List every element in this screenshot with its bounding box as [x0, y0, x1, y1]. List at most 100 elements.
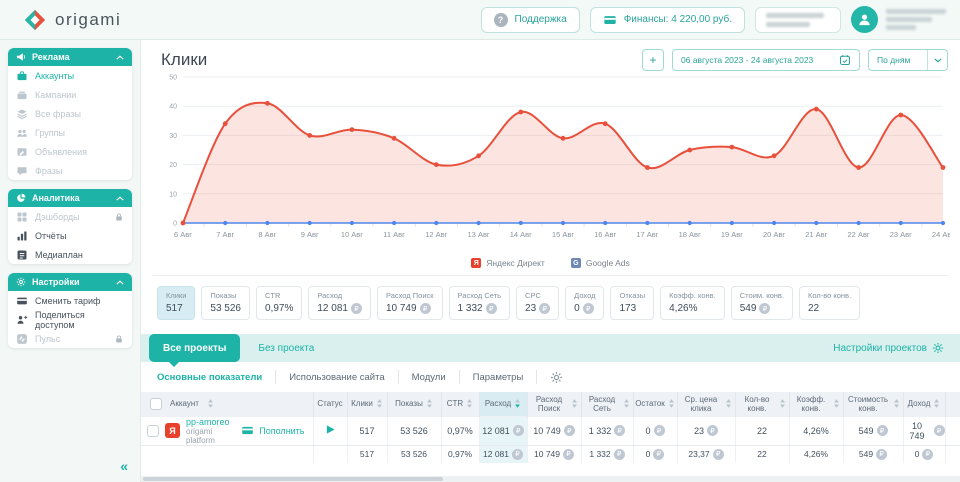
column-header-conv-rate[interactable]: Коэфф. конв.	[789, 392, 844, 416]
column-header-ctr[interactable]: CTR	[441, 392, 480, 416]
column-header-inner: Расход Сеть	[585, 395, 630, 413]
sort-icon[interactable]	[779, 398, 786, 409]
finances-button[interactable]: Финансы: 4 220,00 руб.	[589, 6, 745, 33]
column-header-inner: Аккаунт	[144, 397, 310, 410]
kpi-value-text: 4,26%	[669, 303, 698, 314]
svg-text:21 Авг: 21 Авг	[805, 230, 827, 239]
account-name[interactable]: pp-amoreo	[186, 416, 230, 427]
sort-icon[interactable]	[514, 398, 521, 409]
sort-icon[interactable]	[426, 398, 433, 409]
kpi-chip-расход-сеть[interactable]: Расход Сеть 1 332 ₽	[448, 286, 511, 320]
sidebar-item-reports[interactable]: Отчёты	[8, 226, 132, 245]
scrollbar-thumb[interactable]	[143, 477, 443, 481]
column-header-avg-cpc[interactable]: Ср. цена клика	[677, 392, 736, 416]
totals-cell: 23,37 ₽	[677, 445, 736, 463]
accounts-icon	[16, 70, 28, 82]
column-header-clicks[interactable]: Клики	[347, 392, 388, 416]
kpi-chip-клики[interactable]: Клики 517	[157, 286, 196, 320]
columns-settings-gear-icon[interactable]	[550, 371, 563, 384]
redacted-account-button[interactable]	[755, 6, 841, 33]
column-header-shows[interactable]: Показы	[387, 392, 442, 416]
sidebar-item-campaigns[interactable]: Кампании	[8, 85, 132, 104]
sort-icon[interactable]	[623, 398, 630, 409]
sidebar-collapse-button[interactable]: «	[120, 458, 128, 474]
user-menu[interactable]	[851, 6, 946, 33]
metric-cell: 23 ₽	[677, 415, 736, 447]
kpi-chip-расход-поиск[interactable]: Расход Поиск 10 749 ₽	[376, 286, 443, 320]
tab-no-project[interactable]: Без проекта	[258, 342, 315, 354]
date-range-picker[interactable]: 06 августа 2023 - 24 августа 2023	[672, 49, 860, 71]
tab-main-metrics[interactable]: Основные показатели	[157, 370, 277, 384]
add-chart-button[interactable]: +	[642, 49, 664, 71]
tab-site-usage[interactable]: Использование сайта	[276, 370, 399, 384]
sidebar-item-dashboards[interactable]: Дэшборды	[8, 207, 132, 226]
kpi-chip-показы[interactable]: Показы 53 526	[201, 286, 250, 320]
kpi-value-text: 12 081	[317, 303, 348, 314]
sidebar-item-accounts[interactable]: Аккаунты	[8, 66, 132, 85]
sidebar-section-header-advertising[interactable]: Реклама	[8, 48, 132, 66]
kpi-chip-расход[interactable]: Расход 12 081 ₽	[308, 286, 371, 320]
sort-icon[interactable]	[833, 398, 840, 409]
sort-icon[interactable]	[571, 398, 578, 409]
sort-icon[interactable]	[933, 398, 940, 409]
kpi-chip-доход[interactable]: Доход 0 ₽	[565, 286, 605, 320]
granularity-select[interactable]: По дням	[868, 49, 948, 71]
sidebar-item-label: Объявления	[35, 146, 88, 157]
sidebar-item-change-tariff[interactable]: Сменить тариф	[8, 291, 132, 310]
projects-settings-button[interactable]: Настройки проектов	[833, 342, 944, 354]
yandex-direct-icon: Я	[165, 423, 180, 439]
sort-icon[interactable]	[725, 398, 732, 409]
tab-parameters[interactable]: Параметры	[460, 370, 538, 384]
column-header-conv-count[interactable]: Кол-во конв.	[735, 392, 790, 416]
play-icon[interactable]	[325, 424, 336, 435]
sort-icon[interactable]	[893, 398, 900, 409]
column-header-conv-cost[interactable]: Стоимость конв.	[843, 392, 904, 416]
sidebar-item-pulse[interactable]: Пульс	[8, 329, 132, 348]
sidebar-section-header-settings[interactable]: Настройки	[8, 273, 132, 291]
tab-modules[interactable]: Модули	[399, 370, 460, 384]
sort-icon[interactable]	[207, 398, 214, 409]
topup-button[interactable]: Пополнить	[241, 424, 305, 437]
totals-cell: 53 526	[387, 445, 442, 463]
column-header-revenue[interactable]: Доход	[903, 392, 946, 416]
cell-value: 0 ₽	[915, 448, 934, 460]
sidebar-item-mediaplan[interactable]: Медиаплан	[8, 245, 132, 264]
column-label: Ср. цена клика	[684, 394, 718, 413]
tab-all-projects[interactable]: Все проекты	[149, 334, 241, 367]
chevron-up-icon	[116, 55, 124, 60]
column-header-balance[interactable]: Остаток	[633, 392, 678, 416]
kpi-value: 549 ₽	[740, 303, 784, 314]
support-button[interactable]: ? Поддержка	[480, 6, 580, 33]
column-header-spend-network[interactable]: Расход Сеть	[581, 392, 634, 416]
sidebar-item-label: Кампании	[35, 89, 77, 100]
column-header-spend-search[interactable]: Расход Поиск	[527, 392, 582, 416]
column-label: Расход Поиск	[535, 394, 563, 413]
sidebar-item-share-access[interactable]: Поделиться доступом	[8, 310, 132, 330]
metric-cell: 22	[735, 415, 790, 447]
sort-icon[interactable]	[668, 398, 675, 409]
tariff-icon	[16, 295, 28, 307]
kpi-chip-отказы[interactable]: Отказы 173	[610, 286, 655, 320]
sidebar-item-all-phrases[interactable]: Все фразы	[8, 104, 132, 123]
legend-item-yandex-direct[interactable]: Я Яндекс Директ	[471, 258, 545, 268]
sort-icon[interactable]	[466, 398, 473, 409]
sidebar-item-ads[interactable]: Объявления	[8, 142, 132, 161]
legend-item-google-ads[interactable]: G Google Ads	[570, 258, 630, 268]
sidebar-section-header-analytics[interactable]: Аналитика	[8, 189, 132, 207]
kpi-chip-стоим-конв-[interactable]: Стоим. конв. 549 ₽	[730, 286, 793, 320]
sort-icon[interactable]	[376, 398, 383, 409]
row-checkbox[interactable]	[147, 424, 159, 437]
column-header-spend[interactable]: Расход	[479, 392, 528, 416]
sidebar-item-phrases[interactable]: Фразы	[8, 161, 132, 180]
select-all-checkbox[interactable]	[150, 397, 162, 410]
kpi-chip-коэфф-конв-[interactable]: Коэфф. конв. 4,26%	[660, 286, 725, 320]
sidebar-section-label: Реклама	[32, 52, 70, 62]
kpi-chip-кол-во-конв-[interactable]: Кол-во конв. 22	[798, 286, 861, 320]
kpi-chip-ctr[interactable]: CTR 0,97%	[256, 286, 303, 320]
totals-cell: 1 332 ₽	[581, 445, 634, 463]
kpi-chip-cpc[interactable]: CPC 23 ₽	[516, 286, 560, 320]
column-header-account[interactable]: Аккаунт	[141, 392, 314, 416]
sidebar-item-groups[interactable]: Группы	[8, 123, 132, 142]
